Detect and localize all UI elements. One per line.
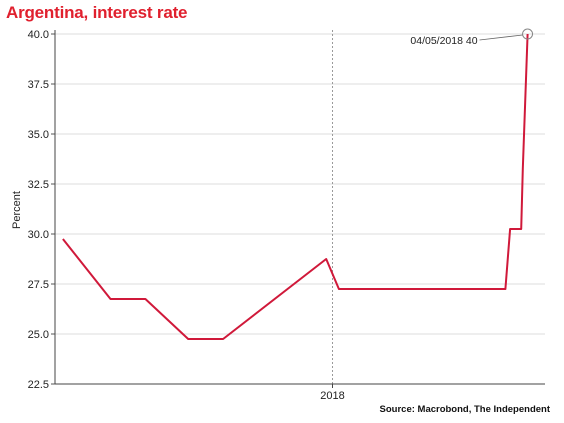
source-note: Source: Macrobond, The Independent xyxy=(379,404,550,415)
annotation-leader xyxy=(479,34,523,41)
y-tick-label: 25.0 xyxy=(28,329,49,341)
y-tick-label: 40.0 xyxy=(28,29,49,41)
y-tick-label: 22.5 xyxy=(28,379,49,391)
y-tick-label: 27.5 xyxy=(28,279,49,291)
y-tick-label: 37.5 xyxy=(28,79,49,91)
annotation-label: 04/05/2018 40 xyxy=(410,35,477,47)
y-tick-label: 32.5 xyxy=(28,179,49,191)
y-tick-labels: 22.5 25.0 27.5 30.0 32.5 35.0 37.5 40.0 xyxy=(28,29,55,391)
y-tick-label: 35.0 xyxy=(28,129,49,141)
series-line xyxy=(62,33,529,340)
annotation-marker xyxy=(522,28,534,40)
chart-title: Argentina, interest rate xyxy=(6,3,188,22)
x-tick-label: 2018 xyxy=(320,390,344,402)
annotation-group: 04/05/2018 40 xyxy=(410,28,534,47)
y-axis-label: Percent xyxy=(11,191,23,229)
x-axis: 2018 xyxy=(54,30,545,402)
series-group xyxy=(62,33,529,340)
y-tick-label: 30.0 xyxy=(28,229,49,241)
grid-lines xyxy=(55,30,545,385)
